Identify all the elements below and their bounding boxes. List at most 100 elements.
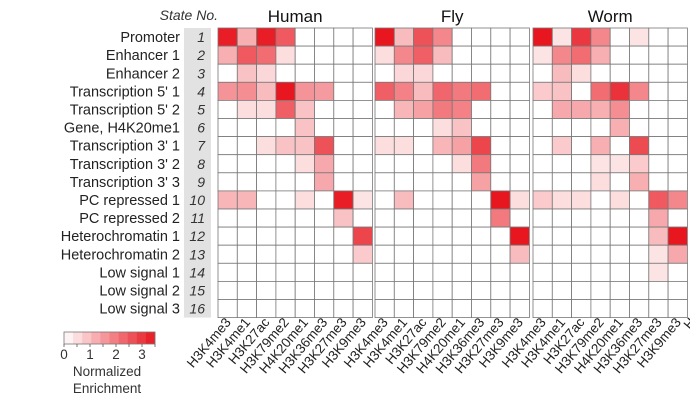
heatmap-cell — [451, 262, 472, 282]
heatmap-cell — [590, 190, 611, 210]
state-label: Heterochromatin 2 — [61, 247, 180, 263]
heatmap-cell — [217, 63, 238, 83]
heatmap-cell — [471, 136, 492, 156]
legend-tick-label: 2 — [112, 347, 120, 362]
heatmap-cell — [571, 280, 592, 300]
heatmap-cell — [275, 280, 296, 300]
heatmap-cell — [551, 154, 572, 174]
heatmap-cell — [648, 226, 669, 246]
heatmap-cell — [314, 136, 335, 156]
heatmap-cell — [236, 100, 258, 119]
heatmap-cell — [509, 172, 530, 192]
heatmap-cell — [590, 208, 611, 228]
heatmap-cell — [256, 244, 277, 264]
heatmap-cell — [590, 27, 611, 47]
heatmap-cell — [374, 244, 395, 264]
heatmap-cell — [532, 27, 553, 47]
heatmap-cell — [667, 45, 688, 65]
heatmap-cell — [609, 27, 630, 47]
heatmap-cell — [471, 63, 492, 83]
heatmap-cell — [471, 262, 492, 282]
heatmap-cell — [609, 262, 630, 282]
heatmap-cell — [236, 136, 258, 156]
heatmap-cell — [667, 190, 688, 210]
heatmap-cell — [314, 244, 335, 264]
heatmap-cell — [532, 100, 553, 119]
heatmap-cell — [352, 172, 373, 192]
heatmap-cell — [551, 172, 572, 192]
heatmap-cell — [333, 136, 354, 156]
heatmap-cell — [294, 172, 315, 192]
heatmap-cell — [294, 299, 315, 319]
legend-swatch — [73, 332, 83, 344]
heatmap-cell — [509, 81, 530, 101]
heatmap-cell — [571, 299, 592, 319]
heatmap-cell — [413, 45, 434, 65]
state-number-header: State No. — [160, 7, 218, 23]
state-label: Promoter — [120, 30, 180, 46]
heatmap-cell — [333, 208, 354, 228]
heatmap-cell — [648, 244, 669, 264]
state-number: 4 — [197, 83, 205, 99]
heatmap-cell — [648, 299, 669, 319]
heatmap-cell — [667, 118, 688, 138]
heatmap-cell — [451, 27, 472, 47]
heatmap-cell — [294, 244, 315, 264]
heatmap-cell — [236, 280, 258, 300]
heatmap-cell — [571, 244, 592, 264]
heatmap-cell — [217, 244, 238, 264]
heatmap-cell — [374, 154, 395, 174]
heatmap-cell — [374, 226, 395, 246]
heatmap-cell — [648, 208, 669, 228]
heatmap-cell — [509, 100, 530, 119]
panel-title: Worm — [588, 7, 633, 26]
heatmap-cell — [352, 63, 373, 83]
heatmap-cell — [432, 154, 453, 174]
legend-swatch — [64, 332, 74, 344]
heatmap-cell — [551, 100, 572, 119]
heatmap-cell — [314, 280, 335, 300]
state-label: Heterochromatin 1 — [61, 229, 180, 245]
heatmap-cell — [236, 118, 258, 138]
heatmap-cell — [432, 244, 453, 264]
heatmap-cell — [432, 45, 453, 65]
heatmap-cell — [256, 81, 277, 101]
heatmap-cell — [532, 136, 553, 156]
heatmap-cell — [236, 63, 258, 83]
state-label: Gene, H4K20me1 — [64, 121, 180, 137]
heatmap-cell — [571, 262, 592, 282]
heatmap-cell — [314, 100, 335, 119]
heatmap-cell — [393, 280, 414, 300]
heatmap-cell — [333, 81, 354, 101]
heatmap-cell — [432, 118, 453, 138]
heatmap-cell — [509, 244, 530, 264]
heatmap-cell — [667, 226, 688, 246]
heatmap-cell — [294, 81, 315, 101]
heatmap-cell — [217, 118, 238, 138]
heatmap-cell — [275, 136, 296, 156]
heatmap-cell — [333, 262, 354, 282]
heatmap-cell — [413, 208, 434, 228]
heatmap-cell — [393, 45, 414, 65]
heatmap-cell — [629, 27, 650, 47]
heatmap-cell — [590, 299, 611, 319]
heatmap-cell — [352, 118, 373, 138]
state-label: Transcription 3' 1 — [70, 139, 180, 155]
heatmap-cell — [314, 154, 335, 174]
heatmap-cell — [275, 190, 296, 210]
heatmap-cell — [667, 81, 688, 101]
heatmap-cell — [275, 154, 296, 174]
heatmap-cell — [590, 172, 611, 192]
heatmap-cell — [609, 154, 630, 174]
heatmap-cell — [352, 208, 373, 228]
heatmap-cell — [551, 244, 572, 264]
heatmap-cell — [629, 100, 650, 119]
heatmap-cell — [217, 262, 238, 282]
heatmap-cell — [432, 81, 453, 101]
heatmap-cell — [551, 136, 572, 156]
panel-worm: WormH3K4me3H3K4me1H3K27acH3K79me2H4K20me… — [499, 7, 688, 376]
heatmap-cell — [352, 27, 373, 47]
heatmap-cell — [509, 63, 530, 83]
heatmap-cell — [590, 118, 611, 138]
heatmap-cell — [571, 118, 592, 138]
